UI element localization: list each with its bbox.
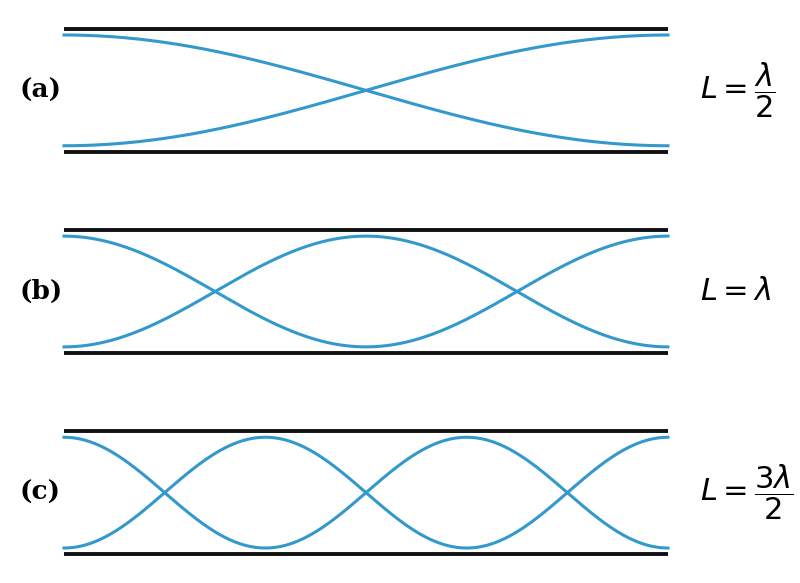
Text: (c): (c) xyxy=(20,480,61,505)
Text: $L = \dfrac{\lambda}{2}$: $L = \dfrac{\lambda}{2}$ xyxy=(700,61,776,120)
Text: $L = \lambda$: $L = \lambda$ xyxy=(700,276,771,307)
Text: (a): (a) xyxy=(20,78,62,103)
Text: (b): (b) xyxy=(20,279,63,304)
Text: $L = \dfrac{3\lambda}{2}$: $L = \dfrac{3\lambda}{2}$ xyxy=(700,463,794,522)
